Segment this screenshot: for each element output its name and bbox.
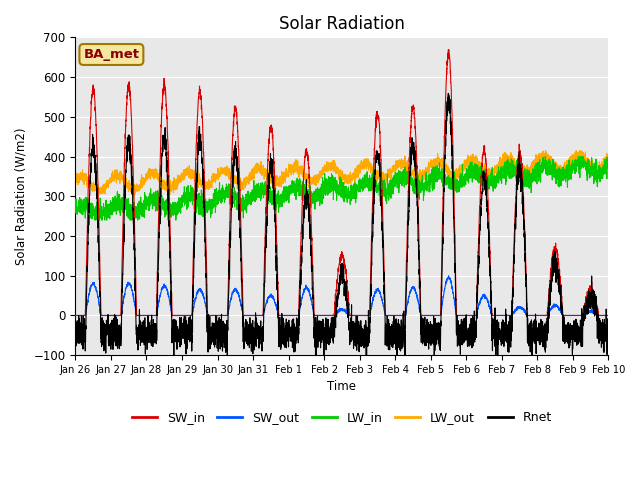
Line: SW_out: SW_out [76,276,608,315]
SW_in [604,312,612,318]
Rnet [461,332,469,338]
SW_out [72,312,79,318]
LW_in [461,180,469,185]
SW_out [461,312,469,318]
SW_out [492,312,499,318]
LW_out [168,185,175,191]
Line: LW_in: LW_in [76,156,608,220]
LW_out [432,157,440,163]
Y-axis label: Solar Radiation (W/m2): Solar Radiation (W/m2) [15,128,28,265]
X-axis label: Time: Time [327,381,356,394]
LW_in [92,217,99,223]
SW_out [432,312,440,318]
LW_out [322,169,330,175]
LW_in [604,165,612,171]
LW_out [492,167,499,173]
Rnet [322,315,330,321]
SW_in [445,47,452,52]
Title: Solar Radiation: Solar Radiation [279,15,404,33]
Line: SW_in: SW_in [76,49,608,315]
SW_out [322,312,330,318]
LW_out [604,159,612,165]
LW_out [72,178,79,184]
SW_in [432,312,440,318]
LW_in [432,174,440,180]
Rnet [170,352,178,358]
Rnet [167,288,175,294]
LW_out [130,194,138,200]
SW_in [604,312,612,318]
Line: Rnet: Rnet [76,94,608,355]
LW_in [322,192,330,197]
LW_in [72,204,79,209]
Rnet [492,333,499,339]
LW_in [604,165,612,170]
SW_out [604,312,612,318]
SW_out [445,273,452,279]
Line: LW_out: LW_out [76,151,608,197]
LW_out [461,161,469,167]
Legend: SW_in, SW_out, LW_in, LW_out, Rnet: SW_in, SW_out, LW_in, LW_out, Rnet [127,406,557,429]
Rnet [444,91,452,96]
LW_in [168,204,175,210]
Rnet [604,335,612,340]
LW_out [541,148,549,154]
SW_in [492,312,499,318]
Rnet [432,328,440,334]
LW_in [492,186,499,192]
SW_in [72,312,79,318]
Rnet [604,328,612,334]
SW_in [167,266,175,272]
Text: BA_met: BA_met [83,48,140,61]
LW_in [541,154,549,159]
SW_out [604,312,612,318]
SW_in [461,312,469,318]
SW_out [167,308,175,314]
SW_in [322,312,330,318]
Rnet [72,331,79,336]
LW_out [604,152,612,158]
